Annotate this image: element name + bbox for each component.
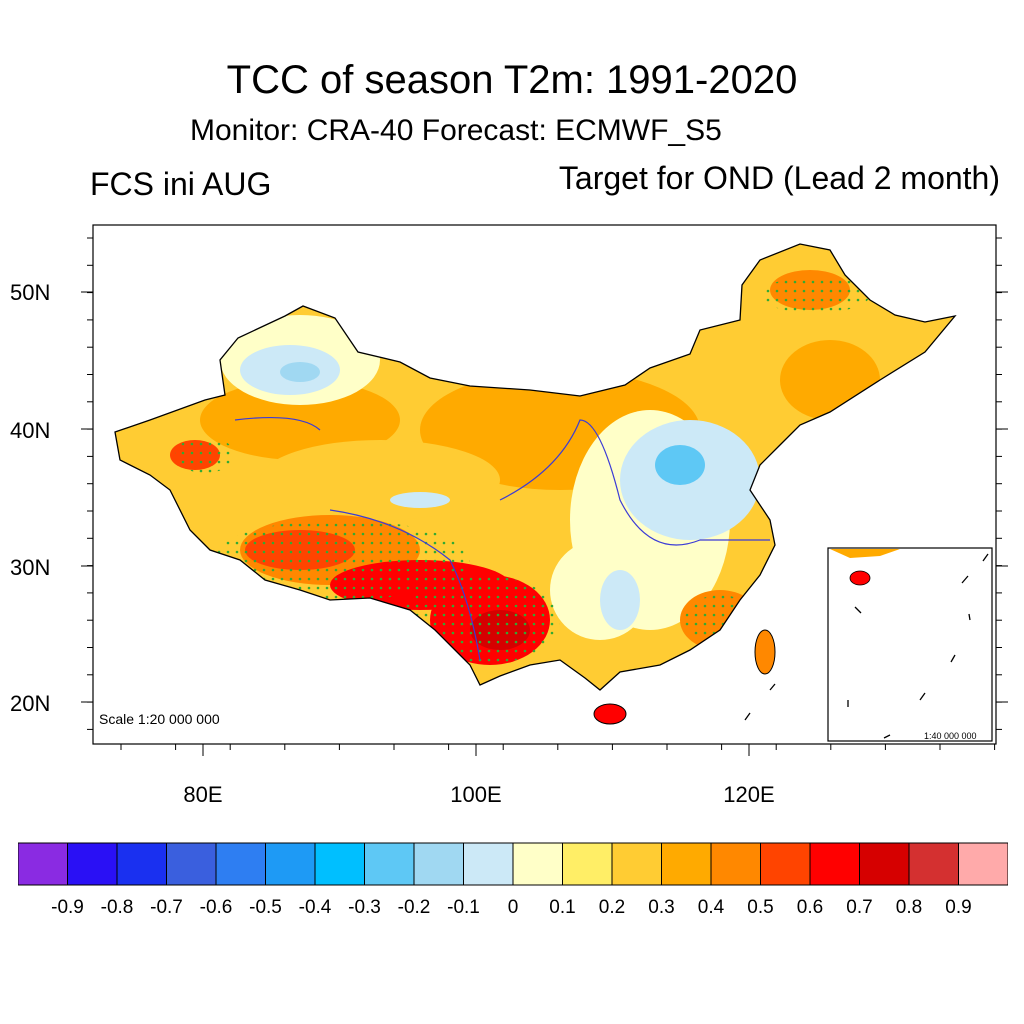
colorbar-swatch: [512, 842, 563, 886]
colorbar-swatch: [18, 842, 68, 886]
map-title: TCC of season T2m: 1991-2020: [226, 58, 798, 102]
colorbar-swatch: [215, 842, 266, 886]
map-canvas: [81, 224, 1008, 756]
lat-label-20n: 20N: [10, 691, 51, 716]
axis-ticks: [81, 237, 1008, 756]
colorbar-tick-label: -0.1: [447, 897, 480, 918]
colorbar: [18, 842, 1008, 886]
colorbar-swatch: [562, 842, 613, 886]
init-label: FCS ini AUG: [90, 166, 272, 202]
lon-label-100e: 100E: [450, 782, 502, 807]
colorbar-swatch: [958, 842, 1008, 886]
inset-hainan: [849, 570, 871, 586]
colorbar-tick-label: -0.6: [199, 897, 233, 918]
colorbar-tick-label: -0.3: [348, 897, 381, 918]
hainan-island: [593, 703, 627, 725]
colorbar-tick-label: 0.1: [549, 897, 576, 918]
colorbar-swatch: [809, 842, 860, 886]
colorbar-swatch: [413, 842, 464, 886]
target-label: Target for OND (Lead 2 month): [558, 160, 1000, 196]
colorbar-swatch: [710, 842, 761, 886]
lat-label-50n: 50N: [10, 280, 51, 305]
map-subtitle: Monitor: CRA-40 Forecast: ECMWF_S5: [190, 114, 722, 147]
taiwan-island: [754, 629, 776, 675]
colorbar-tick-label: 0: [507, 897, 519, 918]
colorbar-tick-label: 0.7: [846, 897, 873, 918]
colorbar-swatch: [859, 842, 910, 886]
lon-label-80e: 80E: [183, 782, 223, 807]
colorbar-tick-label: -0.8: [100, 897, 134, 918]
inset-mainland: [830, 549, 900, 558]
lat-label-40n: 40N: [10, 418, 51, 443]
colorbar-swatch: [314, 842, 365, 886]
colorbar-swatch: [67, 842, 118, 886]
colorbar-tick-label: -0.5: [249, 897, 282, 918]
inset-scale-label: 1:40 000 000: [924, 731, 977, 741]
colorbar-tick-label: -0.9: [51, 897, 84, 918]
colorbar-tick-label: 0.3: [648, 897, 675, 918]
colorbar-swatch: [463, 842, 514, 886]
colorbar-swatch: [116, 842, 167, 886]
colorbar-tick-label: 0.5: [747, 897, 774, 918]
colorbar-swatch: [760, 842, 811, 886]
colorbar-swatch: [265, 842, 316, 886]
colorbar-swatch: [166, 842, 217, 886]
colorbar-swatch: [611, 842, 662, 886]
colorbar-tick-label: -0.7: [150, 897, 183, 918]
colorbar-tick-label: 0.4: [697, 897, 725, 918]
lon-label-120e: 120E: [723, 782, 775, 807]
colorbar-tick-label: 0.6: [796, 897, 824, 918]
colorbar-tick-label: 0.2: [598, 897, 626, 918]
scale-label: Scale 1:20 000 000: [99, 711, 220, 727]
colorbar-swatch: [364, 842, 415, 886]
lat-label-30n: 30N: [10, 555, 51, 580]
colorbar-tick-label: -0.4: [298, 897, 332, 918]
inset-dash-line: [744, 553, 989, 739]
rivers: [234, 416, 770, 661]
colorbar-swatch: [661, 842, 712, 886]
colorbar-tick-label: -0.2: [397, 897, 431, 918]
colorbar-swatch: [908, 842, 959, 886]
colorbar-tick-label: 0.9: [945, 897, 972, 918]
colorbar-tick-label: 0.8: [895, 897, 923, 918]
